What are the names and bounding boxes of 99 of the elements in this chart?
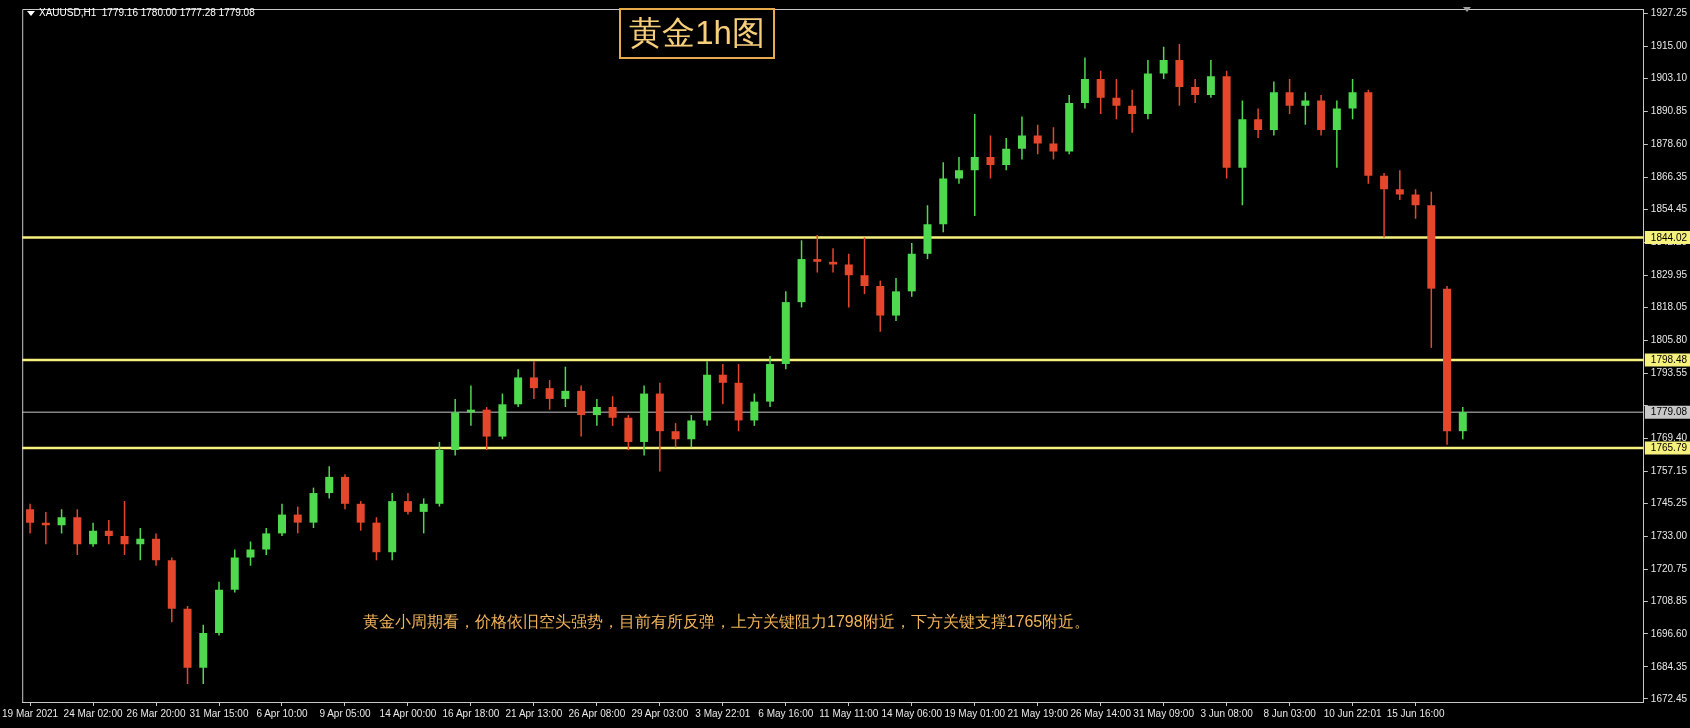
candlestick [1128, 88, 1137, 134]
x-tick-label: 24 Mar 02:00 [63, 707, 123, 719]
candlestick [529, 360, 538, 400]
y-tick-label: 1805.80 [1650, 334, 1688, 346]
x-tick-label: 26 Apr 08:00 [568, 707, 626, 719]
candlestick [26, 503, 35, 535]
x-tick-label: 31 Mar 15:00 [189, 707, 249, 719]
x-tick-label: 6 May 16:00 [758, 707, 814, 719]
y-tick-label: 1708.85 [1650, 594, 1688, 606]
candlestick [592, 398, 601, 427]
x-tick-label: 21 May 19:00 [1007, 707, 1069, 719]
y-tick-label: 1672.45 [1650, 692, 1688, 704]
y-tick-label: 1915.00 [1650, 40, 1688, 52]
candlestick [954, 156, 963, 185]
candlestick [1096, 70, 1105, 115]
candlestick [545, 379, 554, 411]
y-tick-label: 1757.15 [1650, 464, 1688, 476]
candlestick [1332, 99, 1341, 169]
ref-line-label: 1844.02 [1650, 231, 1688, 243]
candlestick [136, 527, 145, 562]
candlestick [1395, 169, 1404, 201]
x-tick-label: 6 Apr 10:00 [256, 707, 309, 719]
candlestick [1380, 172, 1389, 239]
candlestick [687, 414, 696, 449]
candlestick [246, 540, 255, 567]
x-tick-label: 3 May 22:01 [695, 707, 751, 719]
candlestick [1254, 107, 1263, 139]
candlestick [403, 492, 412, 516]
y-tick-label: 1866.35 [1650, 171, 1688, 183]
x-tick-label: 19 May 01:00 [944, 707, 1006, 719]
x-tick-label: 31 May 09:00 [1133, 707, 1195, 719]
candlestick [1348, 78, 1357, 121]
candlestick [1411, 188, 1420, 220]
y-tick-label: 1696.60 [1650, 627, 1688, 639]
candlestick [970, 113, 979, 217]
candlestick [1191, 78, 1200, 104]
ref-line-label: 1765.79 [1650, 442, 1688, 454]
ref-line-label: 1798.48 [1650, 354, 1688, 366]
candlestick [277, 503, 286, 537]
candlestick [844, 252, 853, 309]
y-tick-label: 1793.55 [1650, 367, 1688, 378]
candlestick [718, 363, 727, 406]
x-tick-label: 8 Jun 03:00 [1263, 707, 1317, 719]
y-tick-label: 1684.35 [1650, 660, 1688, 672]
chart-subtitle: XAUUSD,H1 1779.16 1780.00 1777.28 1779.08 [39, 7, 255, 19]
candlestick [89, 521, 98, 548]
candlestick [986, 134, 995, 180]
x-tick-label: 26 May 14:00 [1070, 707, 1132, 719]
candlestick [1049, 126, 1058, 161]
candlestick [1458, 406, 1467, 441]
x-tick-label: 21 Apr 13:00 [505, 707, 563, 719]
ref-line-label: 1779.08 [1650, 406, 1688, 418]
y-tick-label: 1890.85 [1650, 105, 1688, 117]
x-tick-label: 15 Jun 16:00 [1386, 707, 1445, 719]
candlestick [813, 234, 822, 274]
candlestick [561, 365, 570, 408]
candlestick [1112, 78, 1121, 121]
x-tick-label: 9 Apr 05:00 [319, 707, 371, 719]
y-tick-label: 1733.00 [1650, 529, 1688, 541]
candlestick [325, 465, 334, 500]
x-tick-label: 14 Apr 00:00 [379, 707, 437, 719]
candlestick [1301, 91, 1310, 126]
candlestick [1285, 78, 1294, 115]
y-tick-label: 1927.25 [1650, 7, 1688, 19]
candlestick [419, 497, 428, 535]
x-tick-label: 26 Mar 20:00 [126, 707, 186, 719]
x-tick-label: 10 Jun 22:01 [1323, 707, 1382, 719]
candlestick [608, 395, 617, 427]
x-tick-label: 16 Apr 18:00 [442, 707, 500, 719]
candlestick [1206, 59, 1215, 99]
x-tick-label: 14 May 06:00 [881, 707, 943, 719]
candlestick [120, 500, 129, 556]
x-tick-label: 19 Mar 2021 [2, 707, 59, 719]
candlestick [1002, 137, 1011, 172]
chart-title: 黄金1h图 [619, 8, 775, 59]
candlestick [293, 505, 302, 535]
x-tick-label: 11 May 11:00 [819, 707, 879, 719]
candlestick [356, 500, 365, 532]
candlestick [104, 519, 113, 545]
candlestick [671, 422, 680, 449]
candlestick [1033, 123, 1042, 155]
candlestick [152, 532, 161, 567]
y-tick-label: 1854.45 [1650, 203, 1688, 215]
y-tick-label: 1769.40 [1650, 431, 1688, 443]
y-tick-label: 1818.05 [1650, 301, 1688, 313]
candlestick [1017, 115, 1026, 161]
x-tick-label: 3 Jun 08:00 [1200, 707, 1254, 719]
y-tick-label: 1903.10 [1650, 72, 1688, 84]
x-tick-label: 29 Apr 03:00 [631, 707, 689, 719]
y-tick-label: 1878.60 [1650, 138, 1688, 150]
candlestick [57, 508, 66, 535]
candlestick [262, 527, 271, 556]
y-tick-label: 1745.25 [1650, 496, 1688, 508]
candlestick [860, 236, 869, 295]
candlestick [1159, 45, 1168, 80]
y-tick-label: 1720.75 [1650, 562, 1688, 574]
candlestick [750, 392, 759, 427]
annotation: 黄金小周期看，价格依旧空头强势，目前有所反弹，上方关键阻力1798附近，下方关键支撑1765附近。 [363, 612, 1091, 632]
y-tick-label: 1829.95 [1650, 269, 1688, 281]
